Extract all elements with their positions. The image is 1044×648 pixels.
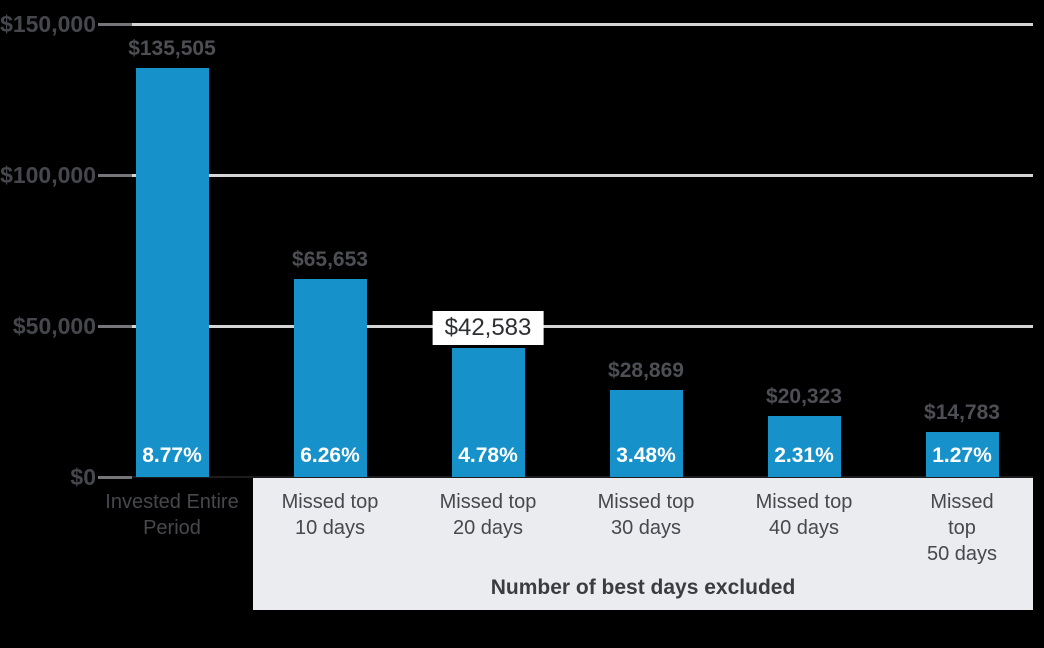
bar: 6.26%	[293, 279, 367, 477]
bar: 4.78%	[451, 348, 525, 477]
gridline	[98, 22, 1033, 26]
bar: 2.31%	[767, 416, 841, 477]
x-category-label: Missed top 20 days	[439, 491, 537, 539]
y-tick	[98, 173, 132, 177]
bar: 1.27%	[925, 432, 999, 477]
bar-value-label: $28,869	[608, 359, 684, 382]
bar-return-label: 4.78%	[458, 444, 518, 467]
bar-return-label: 1.27%	[932, 444, 992, 467]
x-category-label: Invested Entire Period	[105, 491, 239, 539]
y-tick	[98, 22, 132, 26]
y-axis-label: $150,000	[0, 11, 96, 37]
bar-return-label: 8.77%	[142, 444, 202, 467]
bar-value-label: $20,323	[766, 385, 842, 408]
y-axis-label: $50,000	[12, 313, 96, 339]
bar-value-label: $42,583	[432, 311, 544, 345]
bar-value-label: $135,505	[128, 37, 216, 60]
x-axis-line	[98, 476, 1033, 478]
bar-return-label: 6.26%	[300, 444, 360, 467]
gridline	[98, 173, 1033, 177]
y-tick	[98, 475, 132, 479]
x-category-label: Missed top 40 days	[755, 491, 853, 539]
bar: 8.77%	[135, 68, 209, 477]
y-tick	[98, 324, 132, 328]
x-axis-title: Number of best days excluded	[490, 576, 796, 599]
y-axis-label: $0	[70, 464, 96, 490]
y-axis-label: $100,000	[0, 162, 96, 188]
bar-return-label: 3.48%	[616, 444, 676, 467]
bar-value-label: $65,653	[292, 248, 368, 271]
gridline	[98, 324, 1033, 328]
x-axis-band	[253, 478, 1033, 610]
bar: 3.48%	[609, 390, 683, 477]
x-category-label: Missed top 50 days	[926, 491, 998, 565]
x-category-label: Missed top 30 days	[597, 491, 695, 539]
bar-value-label: $14,783	[924, 401, 1000, 424]
bar-return-label: 2.31%	[774, 444, 834, 467]
x-category-label: Missed top 10 days	[281, 491, 379, 539]
